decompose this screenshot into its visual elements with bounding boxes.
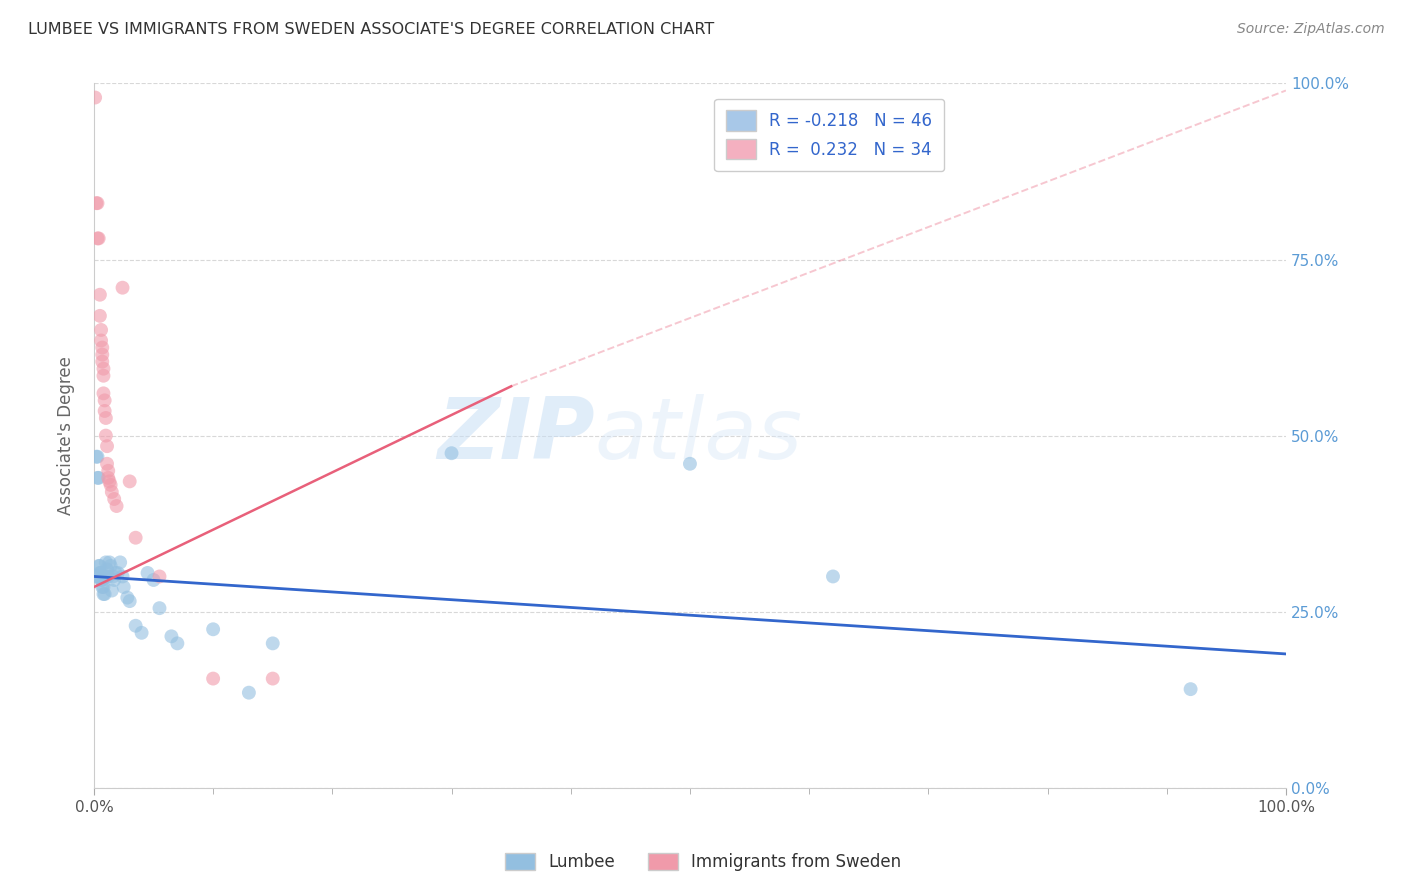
Point: [136, 566, 159, 580]
Point: [91, 580, 114, 594]
Point: [97, 464, 120, 478]
Point: [101, 583, 124, 598]
Point: [96, 439, 118, 453]
Point: [93, 368, 115, 383]
Point: [262, 672, 284, 686]
Y-axis label: Associate's Degree: Associate's Degree: [58, 356, 75, 515]
Point: [131, 625, 153, 640]
Text: ZIP: ZIP: [437, 394, 595, 477]
Point: [118, 594, 141, 608]
Point: [86, 450, 108, 464]
Point: [107, 566, 129, 580]
Point: [86, 196, 108, 211]
Point: [103, 491, 125, 506]
Point: [111, 281, 134, 295]
Point: [96, 457, 118, 471]
Point: [86, 450, 108, 464]
Point: [100, 558, 122, 573]
Point: [90, 334, 112, 348]
Point: [96, 562, 118, 576]
Point: [111, 569, 134, 583]
Point: [148, 569, 170, 583]
Point: [202, 622, 225, 636]
Point: [91, 341, 114, 355]
Point: [86, 231, 108, 245]
Point: [91, 348, 114, 362]
Point: [160, 629, 183, 643]
Point: [101, 569, 124, 583]
Point: [90, 566, 112, 580]
Point: [89, 287, 111, 301]
Point: [93, 404, 115, 418]
Point: [117, 591, 139, 605]
Point: [97, 569, 120, 583]
Point: [86, 569, 108, 583]
Point: [103, 573, 125, 587]
Point: [118, 475, 141, 489]
Point: [98, 555, 121, 569]
Point: [89, 566, 111, 580]
Point: [93, 393, 115, 408]
Point: [86, 471, 108, 485]
Text: LUMBEE VS IMMIGRANTS FROM SWEDEN ASSOCIATE'S DEGREE CORRELATION CHART: LUMBEE VS IMMIGRANTS FROM SWEDEN ASSOCIA…: [28, 22, 714, 37]
Point: [166, 636, 188, 650]
Point: [90, 323, 112, 337]
Point: [124, 531, 146, 545]
Point: [821, 569, 844, 583]
Point: [98, 475, 121, 489]
Point: [91, 354, 114, 368]
Point: [87, 231, 110, 245]
Legend: Lumbee, Immigrants from Sweden: Lumbee, Immigrants from Sweden: [496, 845, 910, 880]
Text: atlas: atlas: [595, 394, 803, 477]
Point: [93, 386, 115, 401]
Point: [91, 573, 114, 587]
Point: [440, 446, 463, 460]
Point: [94, 555, 117, 569]
Legend: R = -0.218   N = 46, R =  0.232   N = 34: R = -0.218 N = 46, R = 0.232 N = 34: [714, 99, 943, 171]
Point: [84, 90, 107, 104]
Point: [87, 558, 110, 573]
Point: [104, 566, 127, 580]
Point: [238, 686, 260, 700]
Point: [148, 601, 170, 615]
Point: [86, 569, 108, 583]
Point: [108, 555, 131, 569]
Point: [94, 428, 117, 442]
Text: Source: ZipAtlas.com: Source: ZipAtlas.com: [1237, 22, 1385, 37]
Point: [679, 457, 702, 471]
Point: [93, 361, 115, 376]
Point: [89, 558, 111, 573]
Point: [90, 573, 112, 587]
Point: [112, 580, 135, 594]
Point: [89, 309, 111, 323]
Point: [202, 672, 225, 686]
Point: [1180, 682, 1202, 697]
Point: [142, 573, 165, 587]
Point: [100, 478, 122, 492]
Point: [105, 499, 128, 513]
Point: [97, 471, 120, 485]
Point: [86, 196, 108, 211]
Point: [93, 587, 115, 601]
Point: [101, 485, 124, 500]
Point: [94, 411, 117, 425]
Point: [262, 636, 284, 650]
Point: [93, 587, 115, 601]
Point: [94, 569, 117, 583]
Point: [124, 619, 146, 633]
Point: [87, 471, 110, 485]
Point: [93, 580, 115, 594]
